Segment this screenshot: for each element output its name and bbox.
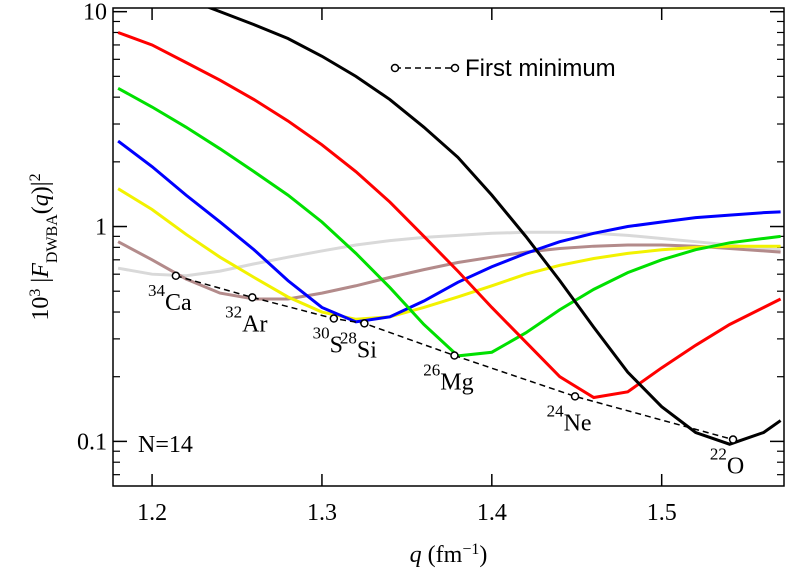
- label-part: )|: [28, 181, 54, 194]
- x-tick-label: 1.4: [477, 500, 507, 526]
- annotation: N=14: [138, 432, 193, 458]
- curve: [117, 31, 782, 400]
- element: Si: [357, 337, 377, 363]
- nucleus-label: 32Ar: [225, 302, 267, 337]
- label-part: −1: [462, 541, 479, 558]
- minimum-marker: [728, 435, 738, 444]
- nucleus-label: 30S: [313, 324, 343, 359]
- minimum-marker: [248, 293, 257, 302]
- curve: [117, 240, 781, 301]
- curve: [206, 8, 782, 446]
- label-part: |: [28, 278, 54, 289]
- element: S: [330, 333, 343, 359]
- x-tick-label: 1.3: [307, 500, 337, 526]
- curve: [117, 139, 781, 324]
- nucleus-label: 22O: [710, 445, 744, 480]
- curve: [117, 230, 781, 278]
- minimum-marker: [450, 351, 459, 360]
- mass-number: 30: [313, 324, 330, 343]
- mass-number: 22: [710, 445, 727, 464]
- element: Ar: [242, 311, 267, 337]
- label-part: 2: [27, 173, 44, 181]
- label-part: 3: [27, 289, 44, 297]
- nucleus-label: 34Ca: [148, 281, 192, 316]
- mass-number: 34: [148, 281, 166, 300]
- mass-number: 26: [423, 361, 440, 380]
- y-tick-label: 1: [95, 215, 107, 241]
- legend-marker: [390, 63, 400, 73]
- element: Ne: [564, 410, 592, 436]
- minimum-marker: [329, 314, 339, 323]
- x-tick-label: 1.2: [137, 500, 167, 526]
- minimum-marker: [360, 319, 369, 328]
- label-part: (fm: [422, 542, 463, 568]
- minimum-marker: [171, 271, 181, 281]
- label-part: (: [28, 206, 54, 214]
- legend-label: First minimum: [465, 55, 616, 82]
- y-tick-label: 0.1: [77, 429, 107, 455]
- label-part: ): [479, 542, 487, 568]
- label-part: DWBA: [44, 214, 61, 263]
- label-part: q: [410, 542, 422, 568]
- element: Mg: [440, 370, 473, 396]
- element: O: [727, 454, 744, 480]
- y-tick-label: 10: [83, 0, 107, 26]
- nucleus-label: 26Mg: [423, 361, 473, 396]
- nucleus-label: 24Ne: [547, 401, 592, 436]
- minimum-marker: [570, 392, 580, 401]
- nucleus-label: 28Si: [340, 328, 377, 363]
- legend-marker: [450, 63, 460, 73]
- y-axis-label: 103 |FDWBA(q)|2: [27, 173, 61, 320]
- curve: [117, 187, 781, 321]
- mass-number: 32: [225, 302, 242, 321]
- x-axis-label: q (fm−1): [410, 541, 488, 569]
- label-part: 10: [28, 297, 54, 321]
- label-part: F: [28, 263, 54, 279]
- mass-number: 24: [547, 401, 565, 420]
- label-part: q: [28, 194, 54, 206]
- curve: [117, 86, 781, 358]
- mass-number: 28: [340, 328, 357, 347]
- x-tick-label: 1.5: [647, 500, 677, 526]
- element: Ca: [165, 290, 192, 316]
